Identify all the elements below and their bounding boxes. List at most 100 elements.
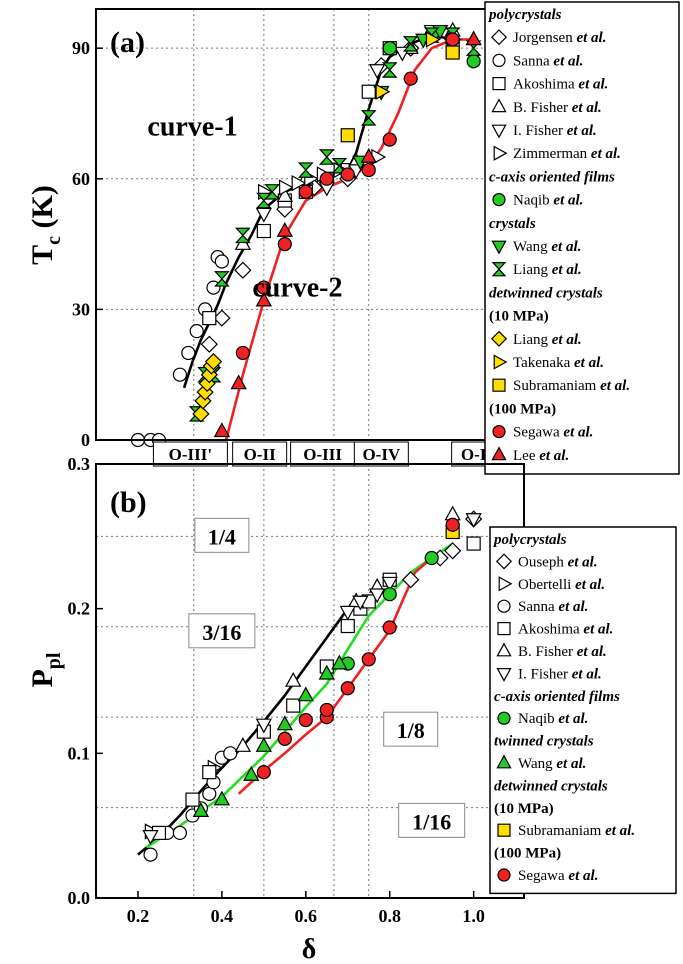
fraction-label: 3/16	[202, 620, 241, 645]
point-wang-et-al	[255, 737, 273, 752]
point-segawa-et-al	[319, 171, 334, 186]
point-wang-et-al	[243, 765, 260, 781]
point-i-fisher-et-al	[255, 207, 273, 223]
legend-marker	[491, 98, 507, 113]
point-wang-et-al	[276, 715, 293, 731]
phase-label-box	[353, 441, 409, 467]
point-liang-et-al-crystals	[318, 149, 335, 165]
panel-b-y-axis-label: Ppl	[26, 652, 65, 687]
legend-label-lee: Lee et al.	[513, 448, 569, 464]
y-axis-label-text: Tc (K)	[26, 185, 65, 265]
point-liang-et-al-detwinned	[198, 374, 216, 393]
fraction-labels: 1/4 3/16 1/8 1/16	[188, 517, 466, 838]
panel-b-grid	[96, 464, 524, 898]
point-wang-et-al	[192, 802, 210, 818]
legend-marker	[492, 53, 506, 68]
legend-label-liang: Liang et al.	[513, 262, 582, 278]
point-segawa-et-al	[382, 132, 397, 147]
fraction-label-box	[188, 613, 256, 649]
point-jorgensen-et-al	[234, 261, 252, 279]
point-segawa-et-al	[445, 32, 460, 47]
point-zimmerman-et-al	[279, 179, 294, 196]
legend-marker	[495, 553, 513, 570]
point-akoshima-et-al	[361, 84, 376, 99]
point-b-fisher-et-al	[234, 737, 252, 752]
legend-label-b-fisher: B. Fisher et al.	[513, 100, 602, 116]
point-sanna-et-al	[189, 324, 204, 339]
point-akoshima-et-al	[202, 765, 217, 780]
x-tick-label: 1.0	[462, 906, 485, 926]
point-wang-et-al	[213, 790, 231, 806]
legend-group-header: detwinned crystals	[494, 778, 608, 794]
point-segawa-et-al	[361, 652, 376, 667]
panel-a-legend: polycrystals Jorgensen et al. Sanna et al.…	[484, 1, 680, 475]
point-i-fisher-et-al	[142, 829, 159, 845]
panel-a-annotations: curve-1 curve-2	[147, 111, 342, 303]
point-lee-et-al	[360, 147, 377, 163]
legend-marker	[498, 576, 513, 592]
fraction-label-box	[194, 517, 250, 553]
point-liang-et-al-crystals	[214, 271, 230, 287]
legend-label-i-fisher: I. Fisher et al.	[518, 666, 602, 682]
point-liang-et-al-crystals	[264, 184, 281, 200]
point-sanna-et-al	[214, 254, 229, 269]
point-i-fisher-et-al	[339, 605, 356, 621]
point-sanna-et-al	[172, 367, 188, 382]
point-akoshima-et-al	[286, 698, 301, 713]
legend-label-wang: Wang et al.	[518, 756, 586, 772]
point-ouseph-et-al	[444, 542, 462, 560]
legend-label-wang: Wang et al.	[513, 239, 581, 255]
phase-label-o-ii: O-II	[244, 445, 277, 464]
point-akoshima-et-al	[256, 223, 271, 239]
point-akoshima-et-al	[340, 618, 355, 634]
point-segawa-et-al	[235, 345, 250, 361]
point-naqib-et-al	[466, 54, 481, 69]
legend-label-naqib: Naqib et al.	[513, 193, 583, 209]
y-tick-label: 60	[72, 169, 90, 189]
panel-a-markers	[130, 21, 482, 448]
point-segawa-et-al	[298, 712, 313, 728]
legend-group-header: twinned crystals	[494, 734, 594, 750]
legend-label-jorgensen: Jorgensen et al.	[513, 30, 606, 46]
point-lee-et-al	[230, 374, 247, 390]
legend-label-b-fisher: B. Fisher et al.	[518, 644, 607, 660]
point-liang-et-al-detwinned	[204, 352, 223, 371]
point-naqib-et-al	[382, 41, 397, 56]
legend-label-akoshima: Akoshima et al.	[513, 77, 608, 93]
point-liang-et-al-crystals	[360, 110, 377, 126]
point-sanna-et-al	[172, 825, 188, 841]
legend-label-i-fisher: I. Fisher et al.	[513, 123, 597, 139]
panel-b-label: (b)	[110, 486, 147, 519]
legend-marker	[490, 29, 508, 46]
y-tick-label: 0.2	[68, 599, 91, 619]
point-subramaniam-et-al	[445, 45, 460, 60]
phase-label-o-iii: O-III	[303, 445, 342, 464]
legend-label-sanna: Sanna et al.	[518, 599, 588, 615]
legend-note: (10 MPa)	[489, 309, 549, 325]
point-takenaka-et-al	[425, 31, 441, 48]
legend-group-header: polycrystals	[492, 532, 567, 548]
panel-b: 0.0 0.1 0.2 0.3 0.2 0.4 0.6 0.8 1.0 Ppl (b) δ 1…	[26, 454, 677, 964]
point-i-fisher-et-al	[465, 513, 482, 529]
legend-group-header: polycrystals	[487, 7, 562, 23]
legend-note: (100 MPa)	[489, 401, 556, 417]
x-axis-label: δ	[302, 934, 317, 964]
panel-a-y-axis-label: Tc (K)	[26, 185, 65, 265]
legend-marker	[497, 823, 511, 837]
point-segawa-et-al	[382, 620, 397, 635]
legend-label-obertelli: Obertelli et al.	[518, 577, 605, 593]
legend-marker	[496, 642, 512, 657]
legend-group-header: crystals	[489, 216, 536, 232]
point-akoshima-et-al	[185, 792, 200, 807]
legend-label-akoshima: Akoshima et al.	[518, 622, 613, 638]
point-liang-et-al-crystals	[331, 157, 348, 174]
point-wang-et-al	[331, 654, 348, 670]
point-subramaniam-et-al	[340, 128, 355, 143]
point-akoshima-et-al	[466, 536, 481, 551]
fraction-label: 1/16	[412, 809, 451, 834]
panel-a-label: (a)	[110, 26, 145, 59]
legend-label-liang: Liang et al.	[513, 332, 582, 348]
panel-b-y-ticks: 0.0 0.1 0.2 0.3	[68, 454, 103, 908]
legend-marker	[492, 425, 506, 439]
